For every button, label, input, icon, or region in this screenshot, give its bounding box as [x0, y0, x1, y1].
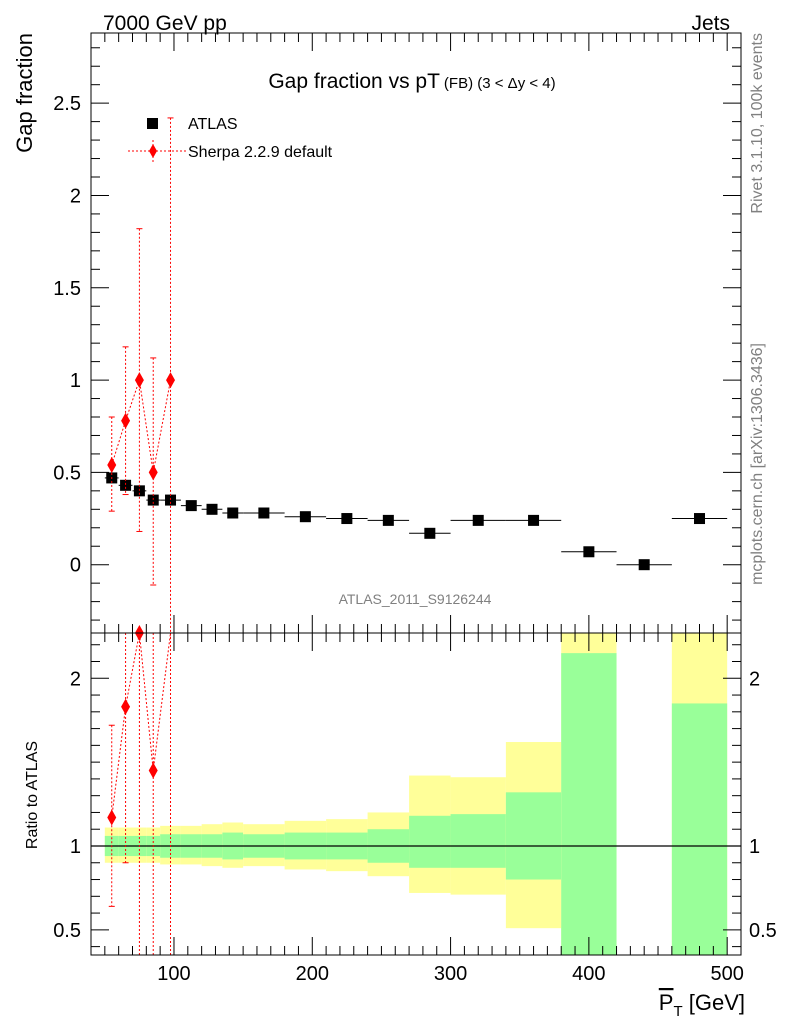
atlas-data-point — [133, 485, 145, 497]
x-tick-label: 100 — [157, 963, 190, 985]
sherpa-data-point — [148, 464, 158, 481]
mcplots-info: mcplots.cern.ch [arXiv:1306.3436] — [749, 343, 766, 585]
legend-sherpa-label: Sherpa 2.2.9 default — [188, 144, 333, 161]
ratio-y-tick-label-right: 1 — [749, 836, 760, 858]
atlas-data-point — [382, 514, 394, 526]
ratio-y-tick-label: 0.5 — [53, 920, 81, 942]
sherpa-data-point — [121, 412, 131, 429]
x-axis-label-sub: T — [673, 1003, 682, 1020]
rivet-info: Rivet 3.1.10, 100k events — [749, 33, 766, 214]
atlas-data-point — [258, 507, 270, 519]
atlas-data-point — [528, 514, 540, 526]
ratio-y-axis-label: Ratio to ATLAS — [24, 741, 41, 849]
legend-sherpa-marker — [149, 144, 157, 158]
main-y-tick-label: 2.5 — [53, 93, 81, 115]
legend-atlas-label: ATLAS — [188, 116, 238, 133]
ratio-panel: Ratio to ATLAS 0.5 0.5 1 1 2 2 100 200 300 400 500… — [24, 625, 777, 1020]
atlas-data-point — [185, 500, 197, 512]
atlas-data-point — [299, 511, 311, 523]
x-axis-label: PT [GeV] — [659, 990, 745, 1020]
atlas-data-point — [472, 514, 484, 526]
sherpa-series-line — [111, 379, 172, 473]
ratio-y-tick-label-right: 2 — [749, 668, 760, 690]
x-tick-label: 300 — [434, 963, 467, 985]
ratio-y-tick-label-right: 0.5 — [749, 920, 777, 942]
main-y-tick-label: 1.5 — [53, 278, 81, 300]
x-tick-label: 500 — [710, 963, 743, 985]
ratio-sherpa-point — [148, 762, 158, 779]
chart-title: Gap fraction vs pT (FB) (3 < Δy < 4) — [268, 70, 555, 93]
main-y-axis-label: Gap fraction — [12, 33, 37, 153]
ratio-y-tick-label: 2 — [70, 668, 81, 690]
ratio-green-band — [450, 814, 506, 868]
energy-label: 7000 GeV pp — [103, 12, 227, 35]
sherpa-data-point — [166, 372, 176, 389]
legend: ATLAS Sherpa 2.2.9 default — [128, 116, 333, 162]
atlas-data-point — [341, 513, 353, 525]
main-y-tick-label: 1 — [70, 370, 81, 392]
ratio-green-band — [409, 815, 451, 868]
sherpa-data-point — [134, 372, 144, 389]
process-label: Jets — [691, 12, 730, 35]
ratio-green-band — [505, 792, 562, 880]
atlas-data-point — [120, 479, 132, 491]
ratio-sherpa-line — [111, 632, 172, 818]
chart-title-main: Gap fraction vs pT — [268, 70, 440, 93]
ratio-green-band — [671, 703, 728, 955]
x-tick-label: 400 — [572, 963, 605, 985]
legend-atlas-marker — [147, 118, 158, 129]
x-tick-label: 200 — [296, 963, 329, 985]
sherpa-data-point — [107, 457, 117, 473]
main-y-tick-label: 2 — [70, 185, 81, 207]
chart-title-small: (FB) (3 < Δy < 4) — [444, 75, 556, 92]
atlas-data-point — [583, 546, 595, 558]
atlas-data-point — [206, 503, 218, 515]
ratio-sherpa-point — [107, 809, 117, 826]
main-panel: Gap fraction Gap fraction vs pT (FB) (3 <… — [12, 32, 742, 634]
x-axis-label-main: P — [659, 990, 674, 1015]
main-y-tick-label: 0.5 — [53, 462, 81, 484]
atlas-data-point — [147, 494, 159, 506]
ratio-sherpa-point — [121, 698, 131, 715]
x-axis-label-unit: [GeV] — [683, 990, 745, 1015]
ratio-green-band — [561, 653, 617, 955]
ratio-plot-frame — [90, 632, 742, 956]
atlas-data-point — [165, 494, 177, 506]
ratio-y-tick-label: 1 — [70, 836, 81, 858]
atlas-data-point — [638, 559, 650, 571]
analysis-watermark: ATLAS_2011_S9126244 — [339, 591, 492, 607]
main-y-tick-label: 0 — [70, 555, 81, 577]
atlas-data-point — [227, 507, 239, 519]
atlas-data-point — [424, 527, 436, 539]
atlas-data-point — [694, 513, 706, 525]
